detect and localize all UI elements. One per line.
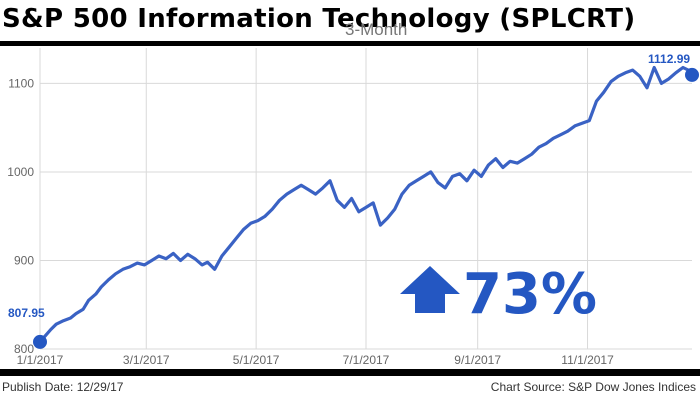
grid-lines: [39, 48, 692, 350]
up-arrow-icon: [400, 266, 460, 313]
start-point: [33, 334, 47, 349]
start-value-label: 807.95: [8, 306, 45, 320]
end-point: [685, 67, 699, 82]
line-chart: 800 900 1000 1100 1/1/2017 3/1/2017 5/1/2017 7…: [7, 48, 699, 367]
publish-date: Publish Date: 12/29/17: [2, 380, 124, 394]
top-divider: [0, 41, 700, 46]
y-tick-label: 1000: [7, 165, 34, 179]
change-percent: 73%: [463, 262, 597, 327]
y-tick-label: 800: [14, 342, 34, 356]
y-axis-ticks: 800 900 1000 1100: [7, 76, 34, 356]
x-tick-label: 9/1/2017: [454, 353, 501, 367]
x-axis-ticks: 1/1/2017 3/1/2017 5/1/2017 7/1/2017 9/1/2017…: [17, 353, 614, 367]
x-tick-label: 7/1/2017: [343, 353, 390, 367]
y-tick-label: 1100: [8, 76, 34, 90]
x-tick-label: 3/1/2017: [123, 353, 170, 367]
y-tick-label: 900: [14, 253, 34, 267]
chart-source: Chart Source: S&P Dow Jones Indices: [490, 380, 696, 394]
chart-subtitle: 3-Month: [345, 20, 408, 39]
x-tick-label: 5/1/2017: [233, 353, 280, 367]
end-value-label: 1112.99: [648, 52, 690, 66]
bottom-divider: [0, 369, 700, 376]
x-tick-label: 11/1/2017: [561, 353, 614, 367]
chart-title: S&P 500 Information Technology (SPLCRT): [2, 4, 636, 34]
x-tick-label: 1/1/2017: [17, 353, 64, 367]
series-line: [38, 65, 694, 344]
